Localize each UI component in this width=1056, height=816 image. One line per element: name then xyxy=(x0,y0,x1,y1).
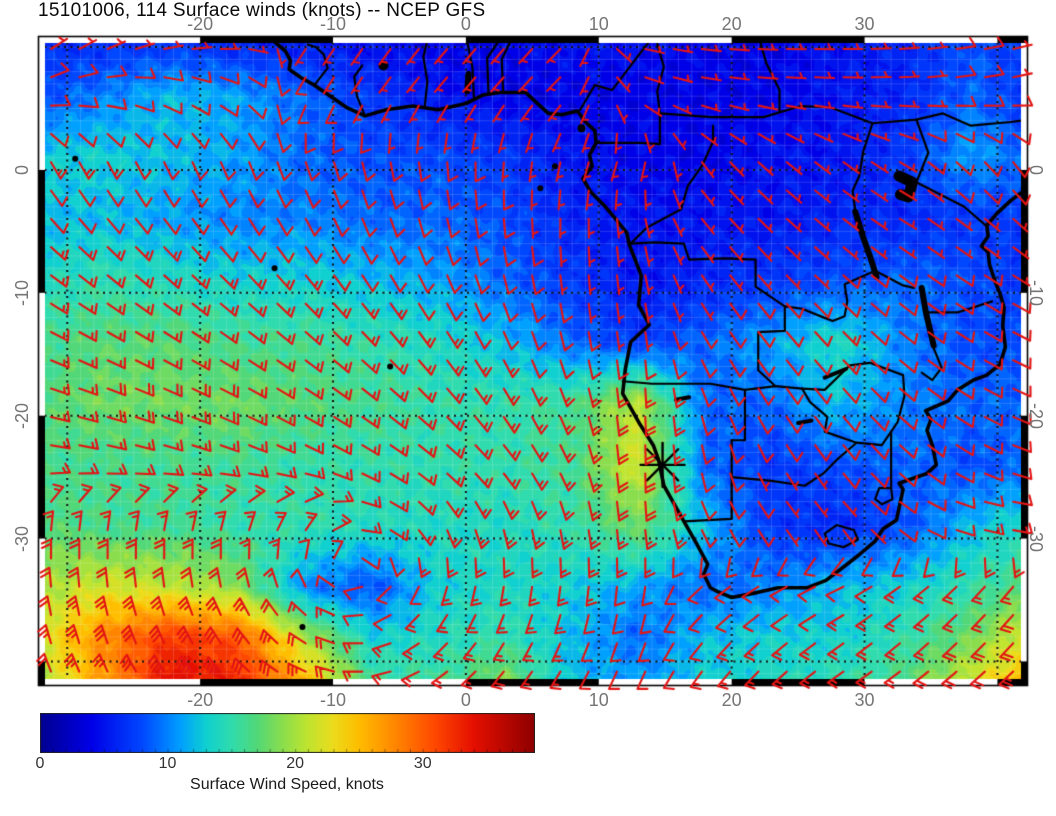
colorbar-tick-30: 30 xyxy=(413,755,432,772)
colorbar-gradient xyxy=(40,713,535,753)
colorbar-tick-20: 20 xyxy=(286,755,305,772)
colorbar-tick-10: 10 xyxy=(158,755,177,772)
colorbar-tick-0: 0 xyxy=(35,755,45,772)
colorbar-caption: Surface Wind Speed, knots xyxy=(190,776,384,793)
